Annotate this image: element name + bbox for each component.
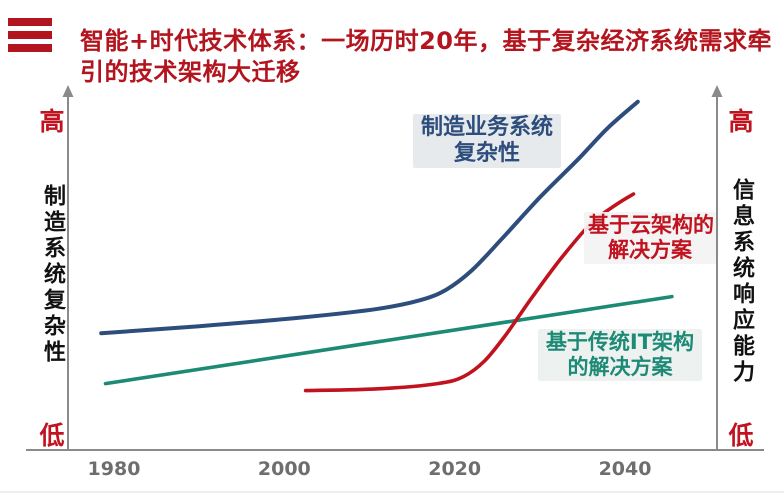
left-y-axis-arrow-icon [62,85,74,97]
series-label-manufacturing-complexity: 制造业务系统 复杂性 [413,114,561,168]
series-line-manufacturing-complexity [99,99,640,336]
x-tick-label: 1980 [87,458,141,480]
chart-title-line-2: 引的技术架构大迁移 [80,58,301,86]
x-tick-label: 2020 [428,458,482,480]
left-axis-title: 制造系统复杂性 [40,184,65,366]
series-label-line: 制造业务系统 [420,115,553,140]
icon-bar [8,18,52,26]
series-label-cloud: 基于云架构的 解决方案 [584,212,716,264]
chart-title-line-1: 智能+时代技术体系：一场历时20年，基于复杂经济系统需求牵 [80,27,773,55]
left-axis-high-label: 高 [39,107,65,136]
series-line-traditional-it [103,294,674,386]
right-axis-low-label: 低 [728,421,754,450]
right-y-axis-arrow-icon [711,85,723,97]
left-axis-low-label: 低 [39,421,65,450]
series-label-line: 的解决方案 [567,355,673,379]
series-label-traditional-it: 基于传统IT架构 的解决方案 [538,329,702,381]
x-tick-label: 2000 [257,458,311,480]
series-label-line: 解决方案 [608,238,692,262]
icon-bar [8,31,52,39]
series-label-line: 复杂性 [453,141,520,166]
three-bars-icon [8,18,52,52]
right-axis-title: 信息系统响应能力 [729,178,754,386]
x-tick-label: 2040 [598,458,652,480]
series-label-line: 基于传统IT架构 [545,330,695,354]
series-label-line: 基于云架构的 [588,213,714,237]
icon-bar [8,44,52,52]
right-axis-high-label: 高 [728,107,754,136]
